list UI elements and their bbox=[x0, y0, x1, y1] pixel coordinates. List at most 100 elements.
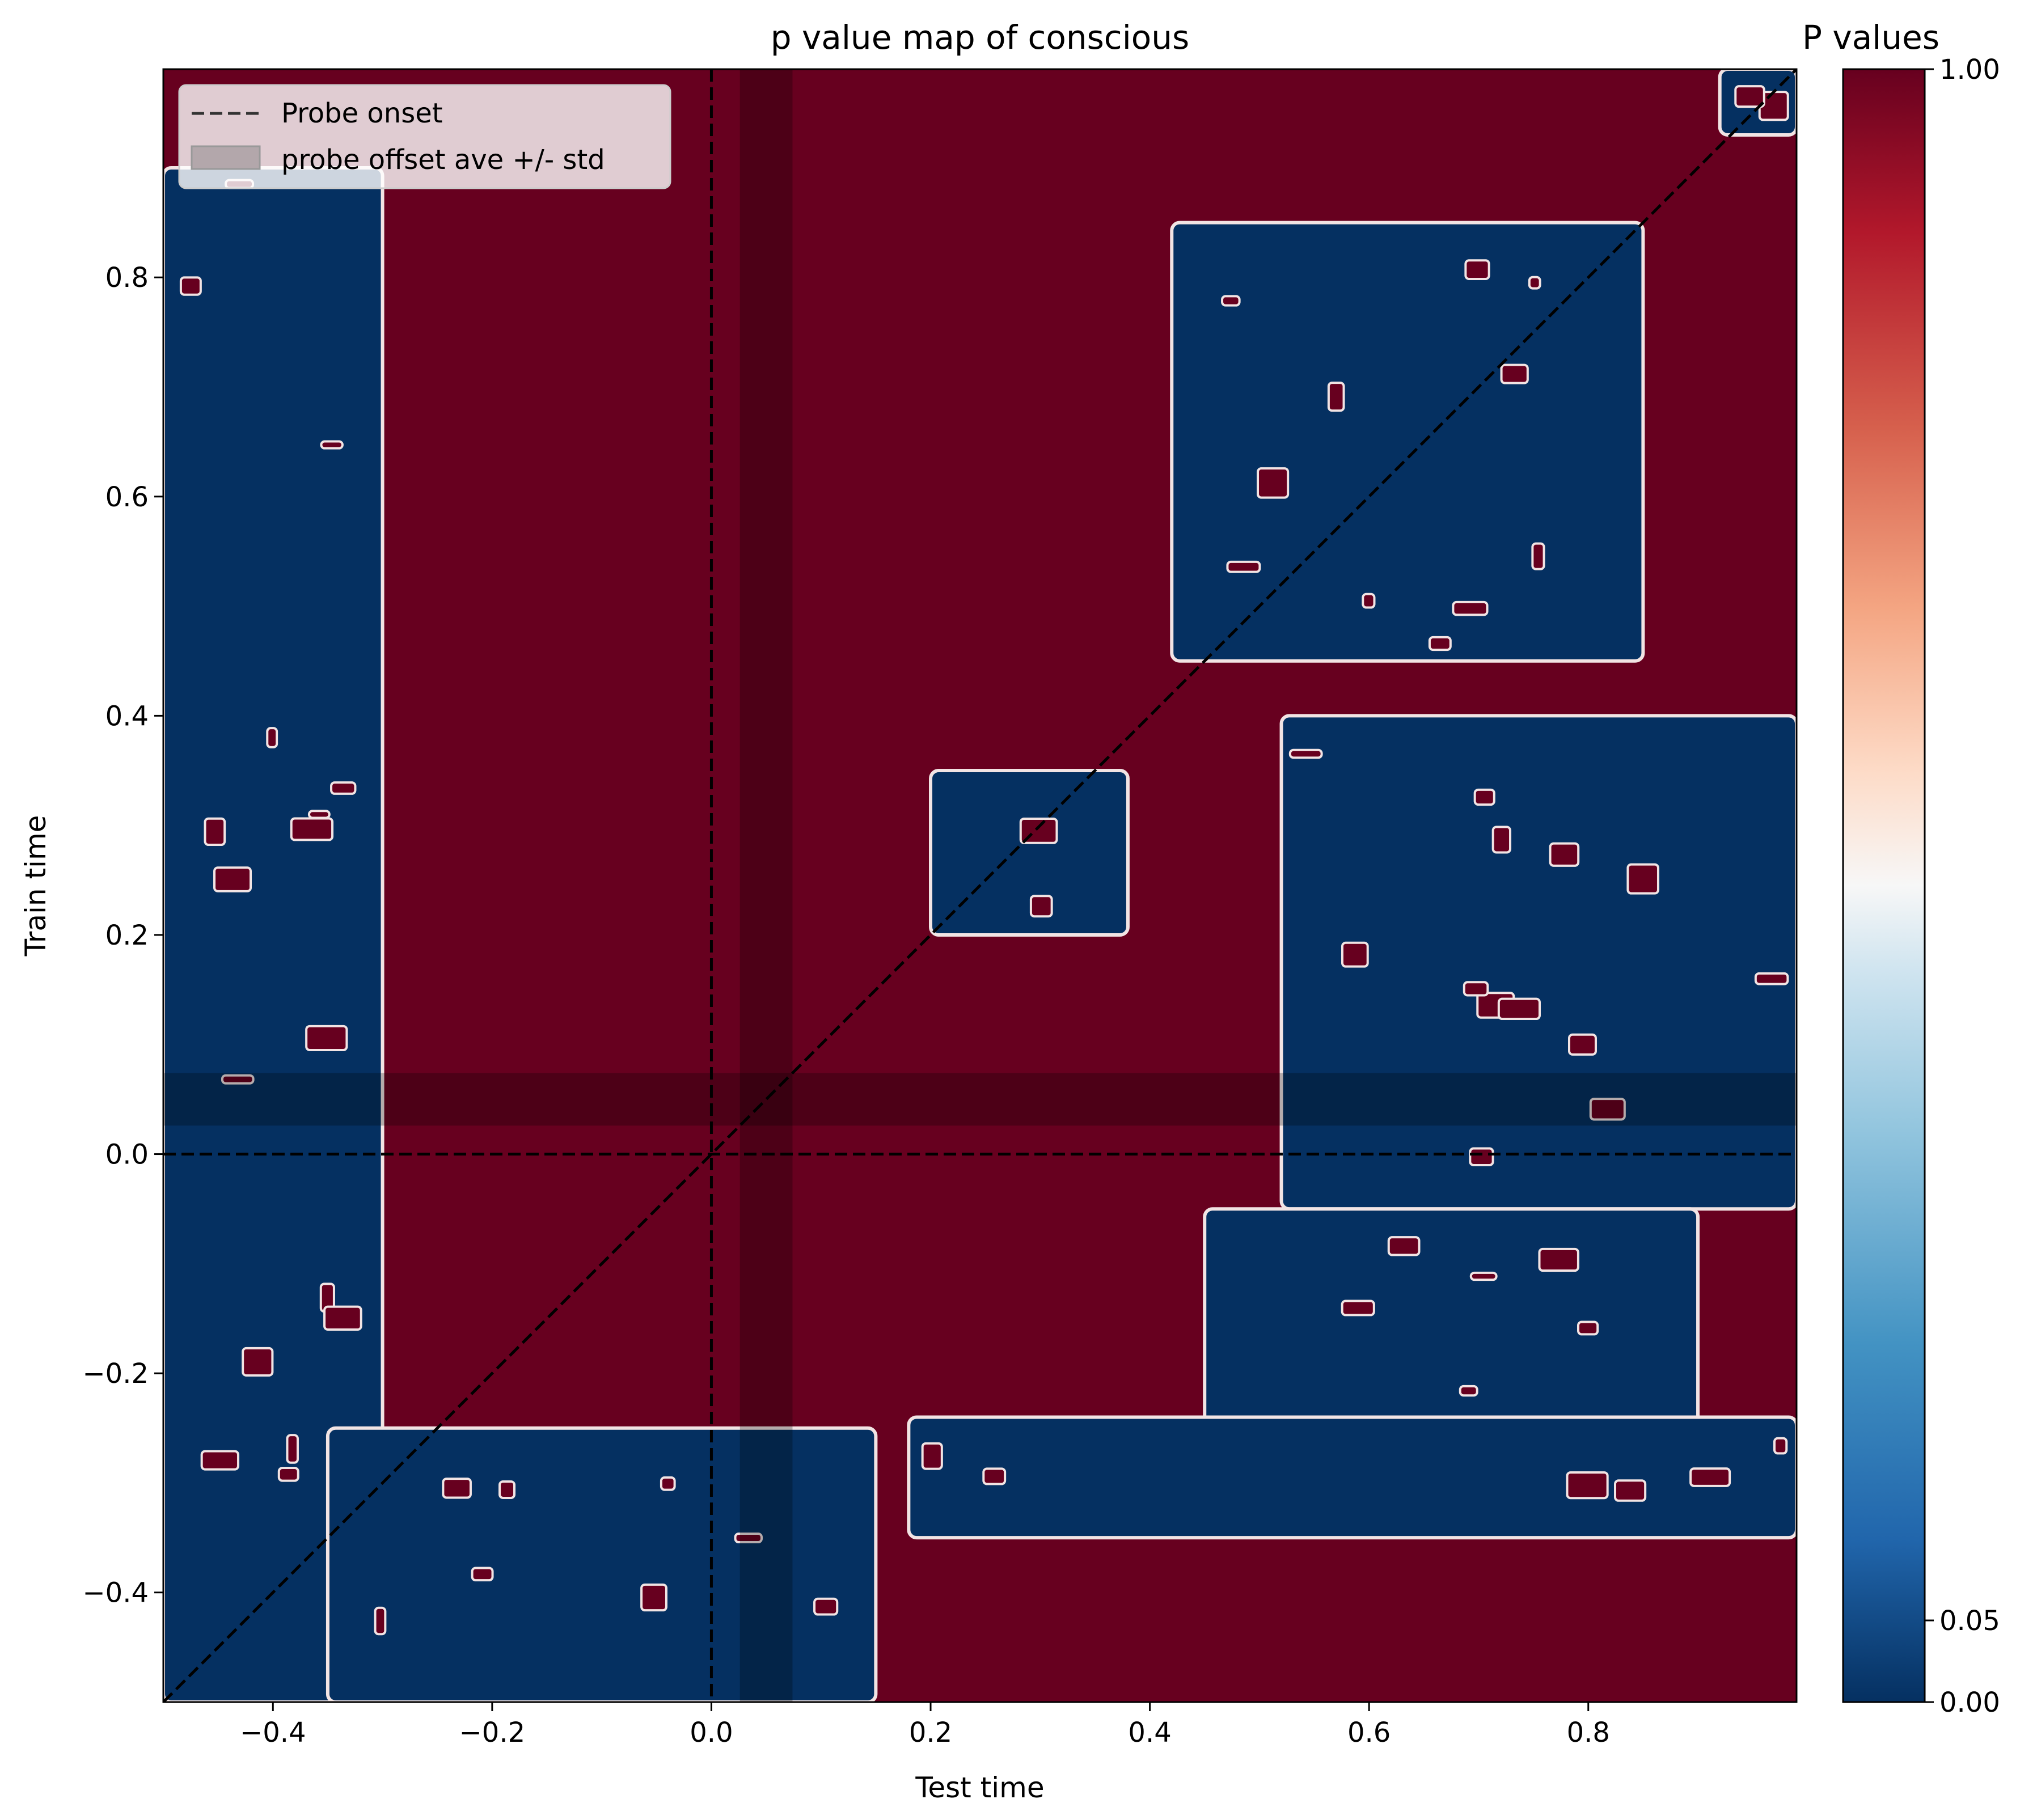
region-gap bbox=[921, 1442, 943, 1470]
region-gap bbox=[286, 1434, 299, 1464]
significant-region-early-diagonal-cluster bbox=[326, 1426, 878, 1702]
y-tick-label: 0.6 bbox=[105, 481, 149, 513]
region-gap bbox=[1538, 1247, 1579, 1272]
legend-probe-offset-label: probe offset ave +/- std bbox=[281, 144, 605, 176]
region-gap bbox=[1734, 85, 1765, 108]
x-tick-label: −0.4 bbox=[240, 1717, 306, 1749]
region-fill bbox=[1203, 1207, 1700, 1430]
region-gap bbox=[307, 810, 331, 819]
region-gap bbox=[813, 1597, 839, 1616]
region-gap bbox=[1497, 997, 1541, 1021]
region-gap bbox=[1469, 1147, 1494, 1166]
region-gap bbox=[1464, 259, 1490, 281]
region-gap bbox=[471, 1567, 494, 1582]
region-gap bbox=[374, 1606, 387, 1636]
region-gap bbox=[1566, 1471, 1609, 1500]
region-gap bbox=[498, 1480, 516, 1499]
region-gap bbox=[1029, 895, 1053, 918]
region-gap bbox=[1341, 1300, 1375, 1317]
region-gap bbox=[1568, 1033, 1597, 1056]
region-gap bbox=[200, 1450, 240, 1471]
y-axis-ticks: −0.4 −0.2 0.0 0.2 0.4 0.6 0.8 bbox=[82, 262, 163, 1609]
significant-region-bottom-right-strip bbox=[907, 1415, 1797, 1540]
significant-region-late-lower-cluster bbox=[1203, 1207, 1700, 1430]
region-gap bbox=[1528, 276, 1541, 290]
colorbar-gradient bbox=[1842, 68, 1926, 1703]
x-tick-label: 0.0 bbox=[690, 1717, 733, 1749]
region-gap bbox=[1387, 1236, 1421, 1256]
region-gap bbox=[1463, 981, 1489, 997]
legend: Probe onset probe offset ave +/- std bbox=[178, 84, 671, 189]
region-fill bbox=[929, 769, 1130, 937]
colorbar-tick-label: 0.05 bbox=[1939, 1605, 2000, 1637]
region-gap bbox=[1773, 1437, 1788, 1455]
significant-region-late-right-cluster bbox=[1279, 714, 1797, 1211]
colorbar-ticks: 0.00 0.05 1.00 bbox=[1925, 54, 2000, 1719]
x-axis-ticks: −0.4 −0.2 0.0 0.2 0.4 0.6 0.8 bbox=[240, 1702, 1610, 1749]
region-gap bbox=[266, 727, 278, 748]
plot-frame bbox=[162, 68, 1798, 1703]
region-gap bbox=[277, 1467, 299, 1482]
region-gap bbox=[204, 817, 226, 846]
region-gap bbox=[640, 1583, 667, 1612]
x-tick-label: 0.4 bbox=[1128, 1717, 1171, 1749]
region-gap bbox=[242, 1347, 274, 1377]
significant-region-late-upper-cluster bbox=[1170, 221, 1645, 663]
y-tick-label: 0.2 bbox=[105, 920, 149, 951]
region-gap bbox=[1531, 542, 1545, 570]
region-gap bbox=[1549, 842, 1580, 867]
region-gap bbox=[330, 781, 357, 795]
colorbar-tick-label: 0.00 bbox=[1939, 1687, 2000, 1719]
x-axis-label: Test time bbox=[915, 1771, 1044, 1804]
x-tick-label: 0.6 bbox=[1347, 1717, 1391, 1749]
region-gap bbox=[1614, 1479, 1647, 1502]
region-gap bbox=[1589, 1098, 1626, 1121]
region-gap bbox=[1491, 826, 1512, 854]
region-gap bbox=[1626, 863, 1659, 895]
region-gap bbox=[290, 817, 334, 841]
y-tick-label: 0.4 bbox=[105, 700, 149, 732]
y-tick-label: 0.8 bbox=[105, 262, 149, 294]
region-gap bbox=[1341, 941, 1369, 968]
region-gap bbox=[1473, 788, 1495, 806]
y-tick-label: −0.4 bbox=[82, 1577, 149, 1609]
overlays bbox=[163, 69, 1797, 1702]
region-gap bbox=[1452, 600, 1489, 616]
region-gap bbox=[221, 1074, 255, 1085]
legend-probe-offset-swatch bbox=[191, 145, 261, 170]
region-gap bbox=[1500, 363, 1529, 384]
region-gap bbox=[1577, 1320, 1599, 1336]
region-gap bbox=[305, 1025, 348, 1052]
colorbar-title: P values bbox=[1802, 18, 1939, 57]
x-tick-label: 0.2 bbox=[909, 1717, 952, 1749]
region-gap bbox=[734, 1533, 763, 1544]
probe-offset-band-horizontal bbox=[163, 1073, 1797, 1126]
region-gap bbox=[1428, 636, 1452, 651]
region-gap bbox=[1288, 748, 1323, 759]
region-gap bbox=[320, 440, 344, 450]
region-gap bbox=[179, 276, 202, 296]
region-fill bbox=[1170, 221, 1645, 663]
colorbar-tick-label: 1.00 bbox=[1939, 54, 2000, 86]
region-gap bbox=[1754, 972, 1789, 985]
region-gap bbox=[213, 866, 252, 892]
region-gap bbox=[1469, 1271, 1498, 1281]
region-gap bbox=[660, 1476, 676, 1491]
region-gap bbox=[982, 1467, 1007, 1485]
y-axis-label: Train time bbox=[19, 815, 52, 957]
y-tick-label: 0.0 bbox=[105, 1139, 149, 1171]
region-gap bbox=[1459, 1385, 1478, 1397]
significant-region-small-cluster bbox=[929, 769, 1130, 937]
region-gap bbox=[1221, 295, 1241, 307]
region-fill bbox=[326, 1426, 878, 1702]
chart-title: p value map of conscious bbox=[771, 18, 1190, 57]
region-gap bbox=[1257, 467, 1290, 499]
probe-offset-band-vertical bbox=[739, 69, 793, 1702]
significant-region-upper-right-corner bbox=[1718, 69, 1797, 137]
colorbar: P values 0.00 0.05 1.00 bbox=[1802, 18, 2000, 1719]
diagonal-line bbox=[163, 69, 1797, 1702]
x-tick-label: −0.2 bbox=[459, 1717, 526, 1749]
plot-area: −0.4 −0.2 0.0 0.2 0.4 0.6 0.8 −0.4 −0.2 0.0 0.2 0.… bbox=[82, 68, 1798, 1749]
x-tick-label: 0.8 bbox=[1567, 1717, 1610, 1749]
